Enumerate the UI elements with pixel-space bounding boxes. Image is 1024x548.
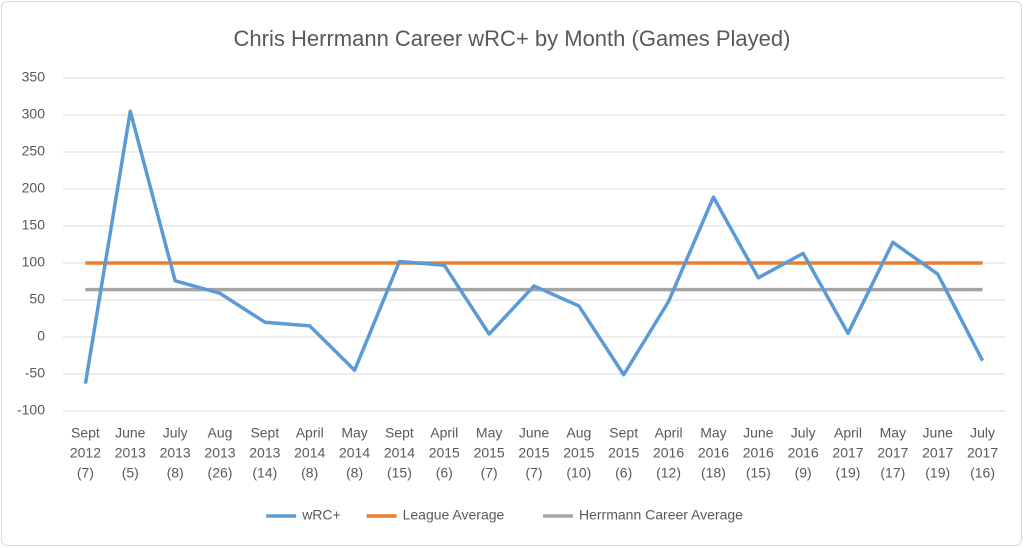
x-tick-label: (7) xyxy=(525,465,542,481)
x-tick-label: June xyxy=(115,425,146,441)
y-tick-label: 250 xyxy=(22,143,46,159)
x-tick-label: 2014 xyxy=(339,445,370,461)
x-tick-label: (15) xyxy=(387,465,412,481)
y-tick-label: 100 xyxy=(22,254,46,270)
y-tick-label: 200 xyxy=(22,180,46,196)
x-tick-label: April xyxy=(296,425,324,441)
x-tick-label: July xyxy=(791,425,816,441)
x-tick-label: 2016 xyxy=(698,445,729,461)
x-tick-label: May xyxy=(700,425,726,441)
x-tick-label: May xyxy=(880,425,906,441)
x-tick-label: 2014 xyxy=(294,445,325,461)
legend-label: League Average xyxy=(403,507,505,523)
x-tick-label: April xyxy=(655,425,683,441)
x-tick-label: 2014 xyxy=(384,445,415,461)
x-tick-label: (18) xyxy=(701,465,726,481)
x-tick-label: 2016 xyxy=(743,445,774,461)
x-tick-label: 2016 xyxy=(788,445,819,461)
x-tick-label: (8) xyxy=(301,465,318,481)
x-tick-label: 2015 xyxy=(518,445,549,461)
x-tick-label: (15) xyxy=(746,465,771,481)
x-tick-label: (6) xyxy=(436,465,453,481)
x-tick-label: Sept xyxy=(250,425,279,441)
x-tick-label: (19) xyxy=(836,465,861,481)
y-tick-label: 50 xyxy=(29,291,45,307)
x-tick-label: (16) xyxy=(970,465,995,481)
x-tick-label: (19) xyxy=(925,465,950,481)
x-tick-label: (6) xyxy=(615,465,632,481)
x-tick-label: (17) xyxy=(880,465,905,481)
x-tick-label: Sept xyxy=(609,425,638,441)
y-tick-label: 150 xyxy=(22,217,46,233)
x-tick-label: July xyxy=(163,425,188,441)
x-tick-label: (8) xyxy=(346,465,363,481)
x-tick-label: (26) xyxy=(208,465,233,481)
y-tick-label: 300 xyxy=(22,106,46,122)
x-tick-label: (7) xyxy=(481,465,498,481)
x-tick-label: (8) xyxy=(167,465,184,481)
y-tick-label: -50 xyxy=(25,365,45,381)
x-tick-label: June xyxy=(519,425,550,441)
y-tick-label: 350 xyxy=(22,69,46,85)
x-tick-label: 2017 xyxy=(832,445,863,461)
legend-label: Herrmann Career Average xyxy=(579,507,743,523)
x-tick-label: (5) xyxy=(122,465,139,481)
y-tick-label: -100 xyxy=(17,402,45,418)
x-tick-label: 2013 xyxy=(204,445,235,461)
x-tick-label: 2012 xyxy=(70,445,101,461)
x-tick-label: July xyxy=(970,425,995,441)
x-tick-label: 2017 xyxy=(877,445,908,461)
data-line xyxy=(83,109,985,384)
x-tick-label: 2015 xyxy=(608,445,639,461)
x-tick-label: May xyxy=(341,425,367,441)
x-tick-label: June xyxy=(743,425,774,441)
x-tick-label: Sept xyxy=(71,425,100,441)
x-tick-label: May xyxy=(476,425,502,441)
x-tick-label: (10) xyxy=(566,465,591,481)
x-tick-label: 2017 xyxy=(967,445,998,461)
x-tick-label: Sept xyxy=(385,425,414,441)
x-tick-label: 2015 xyxy=(429,445,460,461)
chart-title: Chris Herrmann Career wRC+ by Month (Gam… xyxy=(234,26,791,51)
x-tick-label: Aug xyxy=(208,425,233,441)
x-tick-label: (12) xyxy=(656,465,681,481)
y-tick-label: 0 xyxy=(37,328,45,344)
x-tick-label: 2013 xyxy=(115,445,146,461)
x-tick-label: 2017 xyxy=(922,445,953,461)
x-tick-label: 2015 xyxy=(474,445,505,461)
x-tick-label: (9) xyxy=(795,465,812,481)
x-tick-label: (7) xyxy=(77,465,94,481)
x-tick-label: Aug xyxy=(566,425,591,441)
x-tick-label: 2013 xyxy=(160,445,191,461)
x-tick-label: 2015 xyxy=(563,445,594,461)
x-tick-label: (14) xyxy=(252,465,277,481)
x-tick-label: 2016 xyxy=(653,445,684,461)
x-tick-label: June xyxy=(923,425,954,441)
x-tick-label: April xyxy=(430,425,458,441)
legend-label: wRC+ xyxy=(301,507,341,523)
x-tick-label: 2013 xyxy=(249,445,280,461)
x-tick-label: April xyxy=(834,425,862,441)
